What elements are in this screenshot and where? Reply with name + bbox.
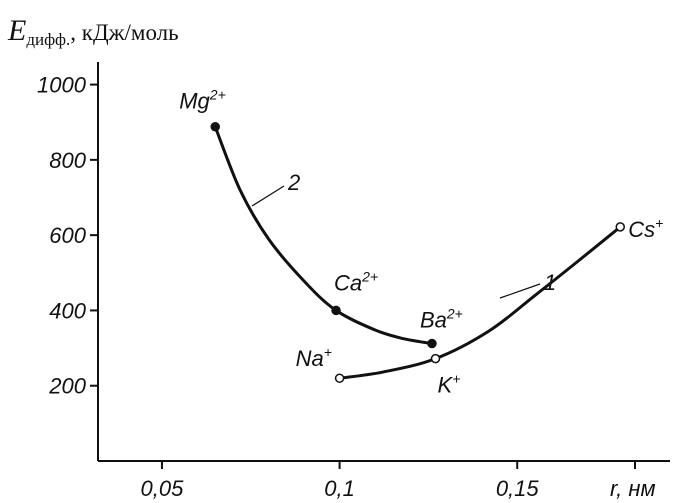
data-point-k — [430, 353, 441, 364]
point-label-ba: Ba2+ — [420, 306, 463, 333]
series-1-tag: 1 — [544, 270, 556, 295]
y-tick-label: 600 — [49, 223, 86, 248]
point-label-na: Na+ — [296, 344, 332, 371]
y-axis-title: Eдифф., кДж/моль — [7, 14, 179, 49]
data-point-ba — [427, 338, 437, 349]
data-point-mg — [210, 121, 220, 132]
x-tick-label: 0,15 — [496, 476, 540, 501]
x-tick-label: 0,1 — [324, 476, 355, 501]
series-tags: 12 — [251, 170, 556, 299]
y-axis-title-unit: , кДж/моль — [70, 20, 178, 45]
series-curves — [213, 126, 622, 380]
series-2-tag: 2 — [287, 170, 300, 195]
x-ticks: 0,05 0,1 0,15 — [141, 461, 636, 501]
y-axis-title-main: E — [7, 14, 26, 47]
series-1-leader — [499, 283, 541, 299]
x-tick-label: 0,05 — [141, 476, 185, 501]
data-points — [210, 121, 626, 383]
point-label-mg: Mg2+ — [179, 87, 226, 114]
data-point-na — [334, 373, 345, 383]
point-labels: Na+ K+ Cs+ Mg2+ Ca2+ Ba2+ — [179, 87, 663, 398]
point-label-ca: Ca2+ — [334, 268, 378, 295]
data-point-ca — [331, 305, 341, 316]
point-label-cs: Cs+ — [628, 215, 663, 242]
y-tick-label: 1000 — [37, 73, 87, 98]
data-point-cs — [615, 222, 626, 232]
y-tick-label: 200 — [48, 374, 86, 399]
series-2-curve — [213, 126, 433, 346]
series-2-leader — [251, 185, 285, 207]
x-axis-title: r, нм — [610, 476, 656, 501]
y-tick-label: 800 — [49, 148, 86, 173]
series-1-curve — [339, 225, 622, 380]
y-tick-label: 400 — [49, 298, 86, 323]
y-axis-title-sub: дифф. — [26, 30, 70, 49]
y-ticks: 200 400 600 800 1000 — [37, 73, 98, 399]
point-label-k: K+ — [438, 371, 461, 398]
